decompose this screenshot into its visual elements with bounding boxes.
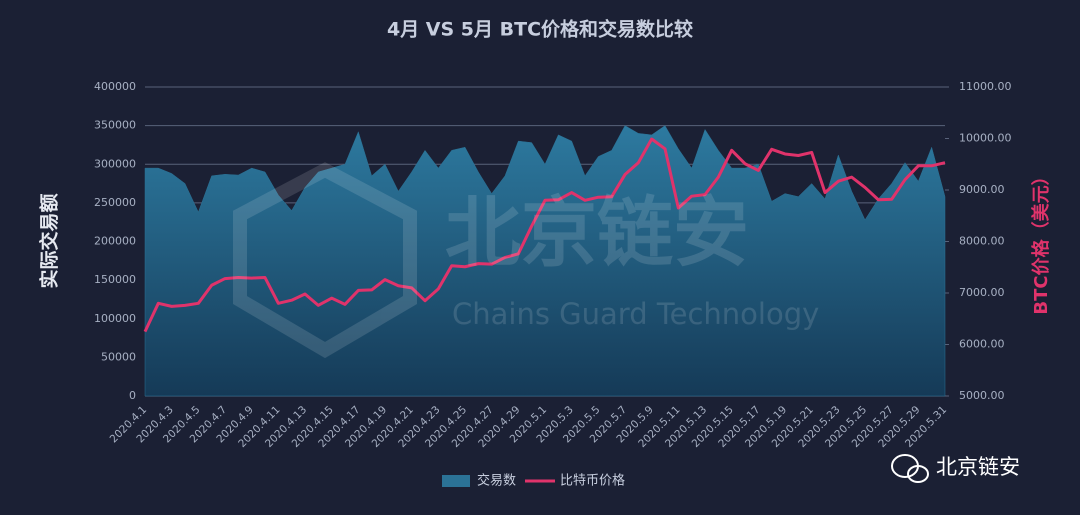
legend-label: 交易数 bbox=[477, 473, 516, 489]
watermark-title: 北京链安 bbox=[445, 188, 749, 277]
wechat-icon bbox=[907, 465, 929, 483]
watermark-logo bbox=[233, 162, 417, 359]
y-tick-label: 350000 bbox=[94, 119, 136, 132]
footer-brand: 北京链安 bbox=[891, 454, 1020, 483]
legend-label: 比特币价格 bbox=[560, 473, 625, 489]
y2-tick-label: 9000.00 bbox=[959, 183, 1005, 196]
y2-tick-label: 5000.00 bbox=[959, 389, 1005, 402]
y2-tick-label: 8000.00 bbox=[959, 235, 1005, 248]
y-tick-label: 250000 bbox=[94, 196, 136, 209]
y-tick-label: 300000 bbox=[94, 157, 136, 170]
plot-area: 0 50000 100000 150000 200000 250000 300000 3500… bbox=[94, 80, 1012, 450]
y-tick-label: 400000 bbox=[94, 80, 136, 93]
footer-label: 北京链安 bbox=[936, 455, 1020, 479]
watermark: 北京链安 Chains Guard Technology bbox=[233, 162, 819, 359]
y2-tick-label: 11000.00 bbox=[959, 80, 1012, 93]
watermark-subtitle: Chains Guard Technology bbox=[452, 297, 819, 331]
y-tick-label: 150000 bbox=[94, 273, 136, 286]
line bbox=[143, 137, 946, 333]
y-tick-label: 100000 bbox=[94, 312, 136, 325]
y-tick-label: 50000 bbox=[101, 350, 136, 363]
y2-tick-label: 10000.00 bbox=[959, 132, 1012, 145]
legend-swatch bbox=[442, 475, 470, 487]
y-tick-label: 0 bbox=[129, 389, 136, 402]
y2-axis-title: BTC价格（美元） bbox=[1030, 167, 1052, 314]
y2-tick-label: 6000.00 bbox=[959, 338, 1005, 351]
y-axis-title: 实际交易额 bbox=[38, 193, 61, 288]
y2-tick-label: 7000.00 bbox=[959, 286, 1005, 299]
y-tick-label: 200000 bbox=[94, 235, 136, 248]
area bbox=[144, 125, 946, 397]
chart-title: 4月 VS 5月 BTC价格和交易数比较 bbox=[387, 18, 693, 41]
